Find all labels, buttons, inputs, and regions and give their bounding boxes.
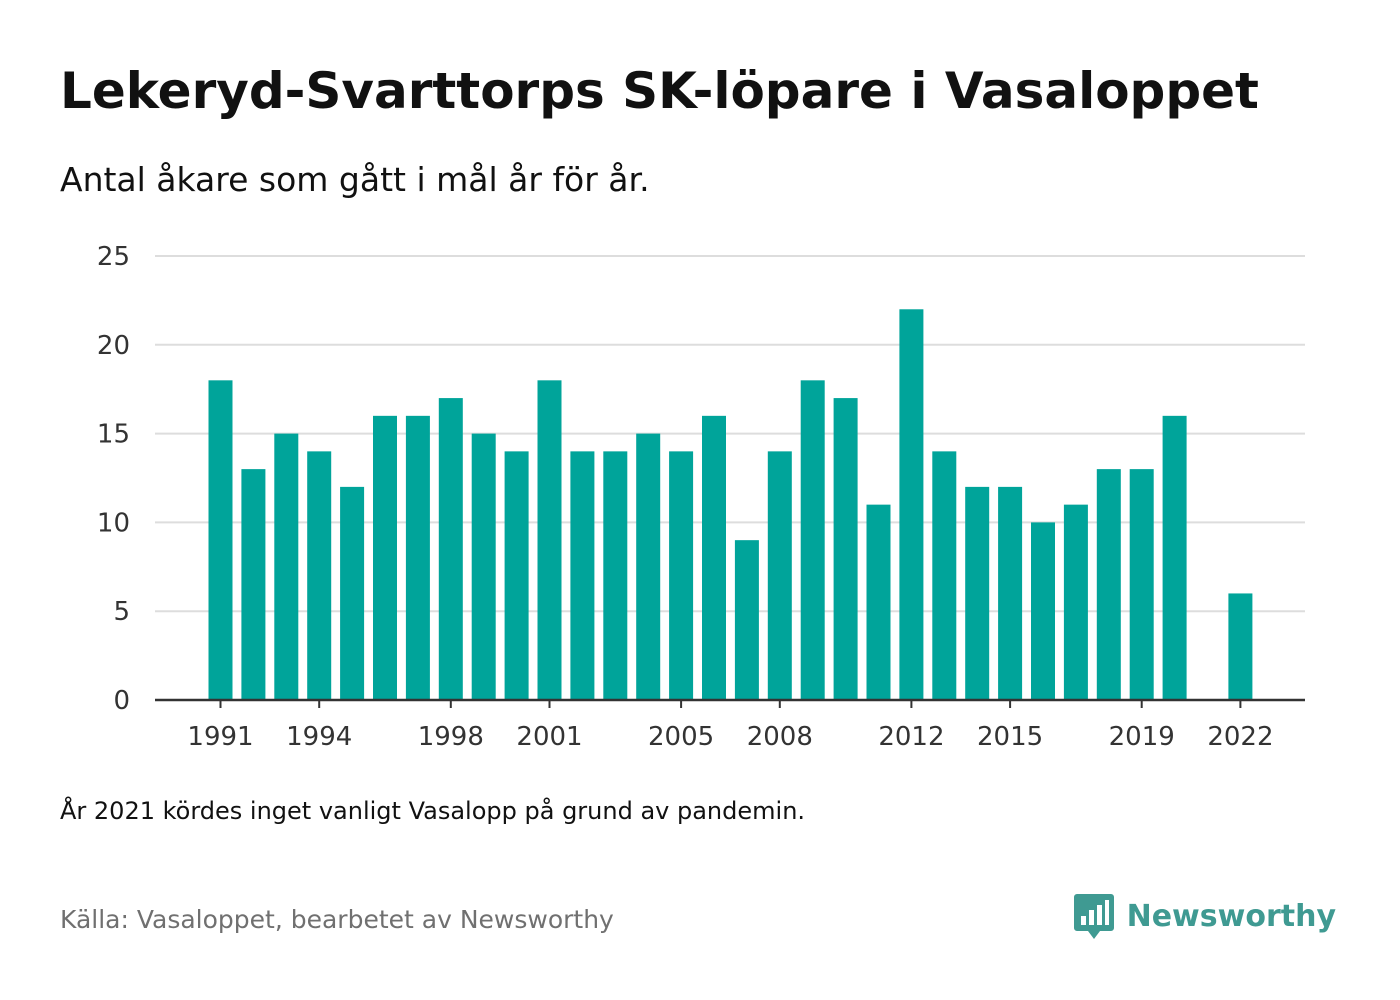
- y-tick-label: 25: [97, 242, 130, 272]
- bar-2002: [570, 451, 595, 700]
- newsworthy-logo-icon: [1073, 894, 1114, 939]
- bar-2019: [1129, 469, 1154, 700]
- x-tick-label: 2019: [1109, 722, 1175, 752]
- bar-1994: [307, 451, 332, 700]
- bar-1991: [208, 380, 233, 700]
- x-tick-label: 1998: [418, 722, 484, 752]
- x-tick-label: 1991: [187, 722, 253, 752]
- bar-chart: 0 5 10 15 20 25 1991 1994 1998 2001 2005 2008 2012 20…: [97, 242, 1305, 752]
- brand: Newsworthy: [1073, 892, 1336, 940]
- y-tick-label: 20: [97, 331, 130, 361]
- x-tick-label: 2008: [747, 722, 813, 752]
- bar-2006: [702, 415, 726, 700]
- bar-2020: [1162, 415, 1187, 700]
- bars: [208, 309, 1253, 700]
- y-tick-label: 10: [97, 508, 130, 538]
- bar-1996: [373, 415, 397, 700]
- x-tick-label: 2015: [977, 722, 1043, 752]
- bar-2005: [669, 451, 694, 700]
- bar-2003: [603, 451, 628, 700]
- axes: 0 5 10 15 20 25 1991 1994 1998 2001 2005 2008 2012 20…: [97, 242, 1305, 752]
- bar-1999: [471, 433, 496, 700]
- chart-note: År 2021 kördes inget vanligt Vasalopp på…: [60, 797, 806, 825]
- x-tick-label: 2012: [878, 722, 944, 752]
- bar-2001: [537, 380, 562, 700]
- bar-2017: [1063, 504, 1088, 700]
- bar-2008: [767, 451, 792, 700]
- bar-2013: [932, 451, 957, 700]
- bar-1997: [405, 415, 430, 700]
- bar-2015: [998, 486, 1023, 700]
- x-tick-label: 2022: [1207, 722, 1273, 752]
- chart-subtitle: Antal åkare som gått i mål år för år.: [60, 160, 650, 199]
- bar-2012: [899, 309, 924, 700]
- bar-2022: [1228, 593, 1253, 700]
- brand-name: Newsworthy: [1126, 898, 1336, 934]
- bar-2009: [800, 380, 825, 700]
- bar-2011: [866, 504, 891, 700]
- bar-1995: [340, 486, 365, 700]
- x-tick-label: 2005: [648, 722, 714, 752]
- bar-2016: [1031, 522, 1055, 700]
- bar-2007: [734, 540, 759, 700]
- x-tick-label: 2001: [516, 722, 582, 752]
- y-tick-label: 0: [113, 686, 130, 716]
- bar-2014: [965, 486, 990, 700]
- bar-1992: [241, 469, 266, 700]
- bar-1998: [438, 398, 463, 700]
- chart-title: Lekeryd-Svarttorps SK-löpare i Vasaloppe…: [60, 62, 1259, 120]
- y-tick-label: 5: [113, 597, 130, 627]
- x-tick-label: 1994: [286, 722, 352, 752]
- bar-2010: [833, 398, 858, 700]
- source-text: Källa: Vasaloppet, bearbetet av Newswort…: [60, 905, 614, 934]
- bar-2000: [504, 451, 529, 700]
- bar-2004: [636, 433, 661, 700]
- y-tick-label: 15: [97, 420, 130, 450]
- bar-1993: [274, 433, 299, 700]
- bar-2018: [1096, 469, 1121, 700]
